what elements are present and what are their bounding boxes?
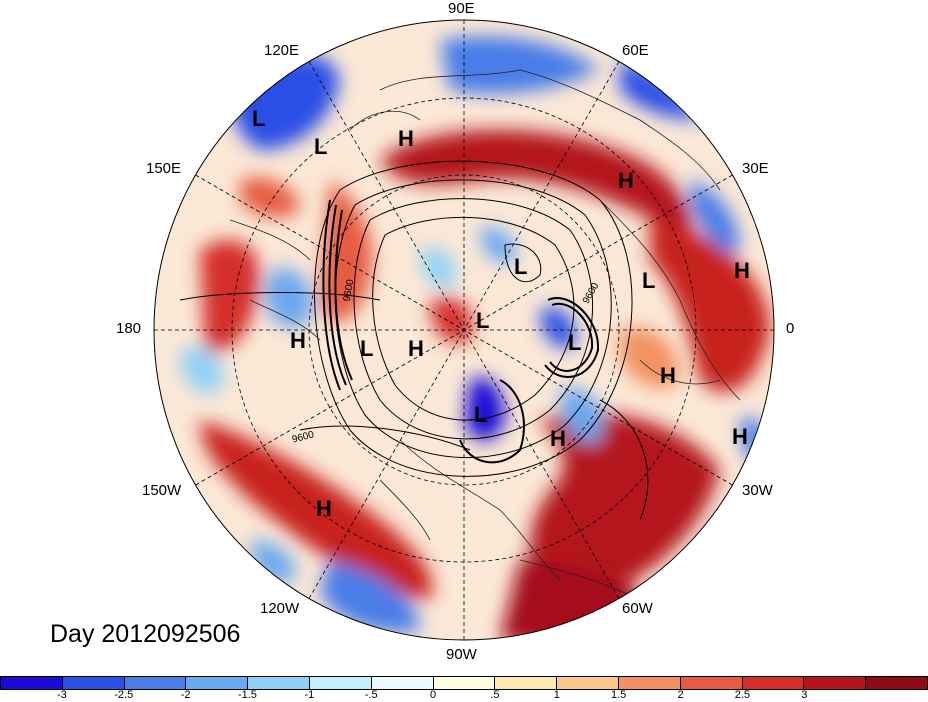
pressure-center-label: H [290,328,306,353]
geopotential-contours [179,160,649,521]
colorbar-tick-label: -.5 [364,689,378,701]
lon-label-60e: 60E [622,42,649,59]
pressure-center-label: H [316,496,332,521]
colorbar [0,676,928,690]
pressure-center-label: L [568,330,582,355]
pressure-center-label: H [734,258,750,283]
coastlines [229,69,741,601]
pressure-center-label: L [642,268,656,293]
colorbar-segment [557,677,619,689]
colorbar-segment [680,677,743,689]
pressure-center-label: L [252,106,266,131]
pressure-center-label: L [360,336,374,361]
lon-label-60w: 60W [622,600,653,617]
colorbar-tick-label: 2 [677,689,684,701]
pressure-center-label: L [514,254,528,279]
lon-label-90e: 90E [448,0,475,17]
colorbar-segment [433,677,496,689]
colorbar-tick-label: -1.5 [237,689,257,701]
colorbar-tick-label: 3 [801,689,808,701]
colorbar-segment [62,677,125,689]
colorbar-segment [866,677,927,689]
colorbar-segment [1,677,63,689]
colorbar-segment [124,677,187,689]
pressure-center-label: L [476,308,490,333]
colorbar-tick-label: .5 [490,689,500,701]
lon-label-150e: 150E [146,160,182,177]
colorbar-segment [186,677,249,689]
date-label: Day 2012092506 [50,620,241,648]
pressure-center-label: H [408,336,424,361]
pressure-center-label: L [474,402,488,427]
lon-label-30e: 30E [742,160,769,177]
colorbar-tick-label: -1 [304,689,315,701]
lon-label-30w: 30W [742,482,773,499]
lon-label-0: 0 [786,320,795,337]
lon-label-120e: 120E [264,42,300,59]
lon-label-90w: 90W [446,646,477,663]
lon-label-180: 180 [116,320,142,337]
colorbar-tick-label: -2.5 [114,689,134,701]
graticule [154,20,774,640]
colorbar-tick-label: -2 [180,689,191,701]
pressure-center-label: H [398,126,414,151]
pressure-center-label: H [618,168,634,193]
lon-label-150w: 150W [142,482,182,499]
colorbar-tick-label: 1.5 [611,689,627,701]
pressure-center-label: H [660,363,676,388]
anomaly-field [180,36,770,640]
pressure-center-label: H [732,424,748,449]
colorbar-segment [618,677,681,689]
colorbar-segment [804,677,867,689]
colorbar-segment [495,677,558,689]
colorbar-tick-label: 0 [430,689,437,701]
pressure-center-label: H [550,426,566,451]
colorbar-segment [309,677,372,689]
colorbar-tick-label: 2.5 [734,689,751,701]
colorbar-tick-label: -3 [56,689,67,701]
colorbar-segment [742,677,805,689]
globe-outline [153,19,775,641]
lon-label-120w: 120W [260,600,300,617]
pressure-center-label: L [314,134,328,159]
colorbar-segment [371,677,434,689]
colorbar-segment [248,677,310,689]
colorbar-tick-label: 1 [553,689,560,701]
